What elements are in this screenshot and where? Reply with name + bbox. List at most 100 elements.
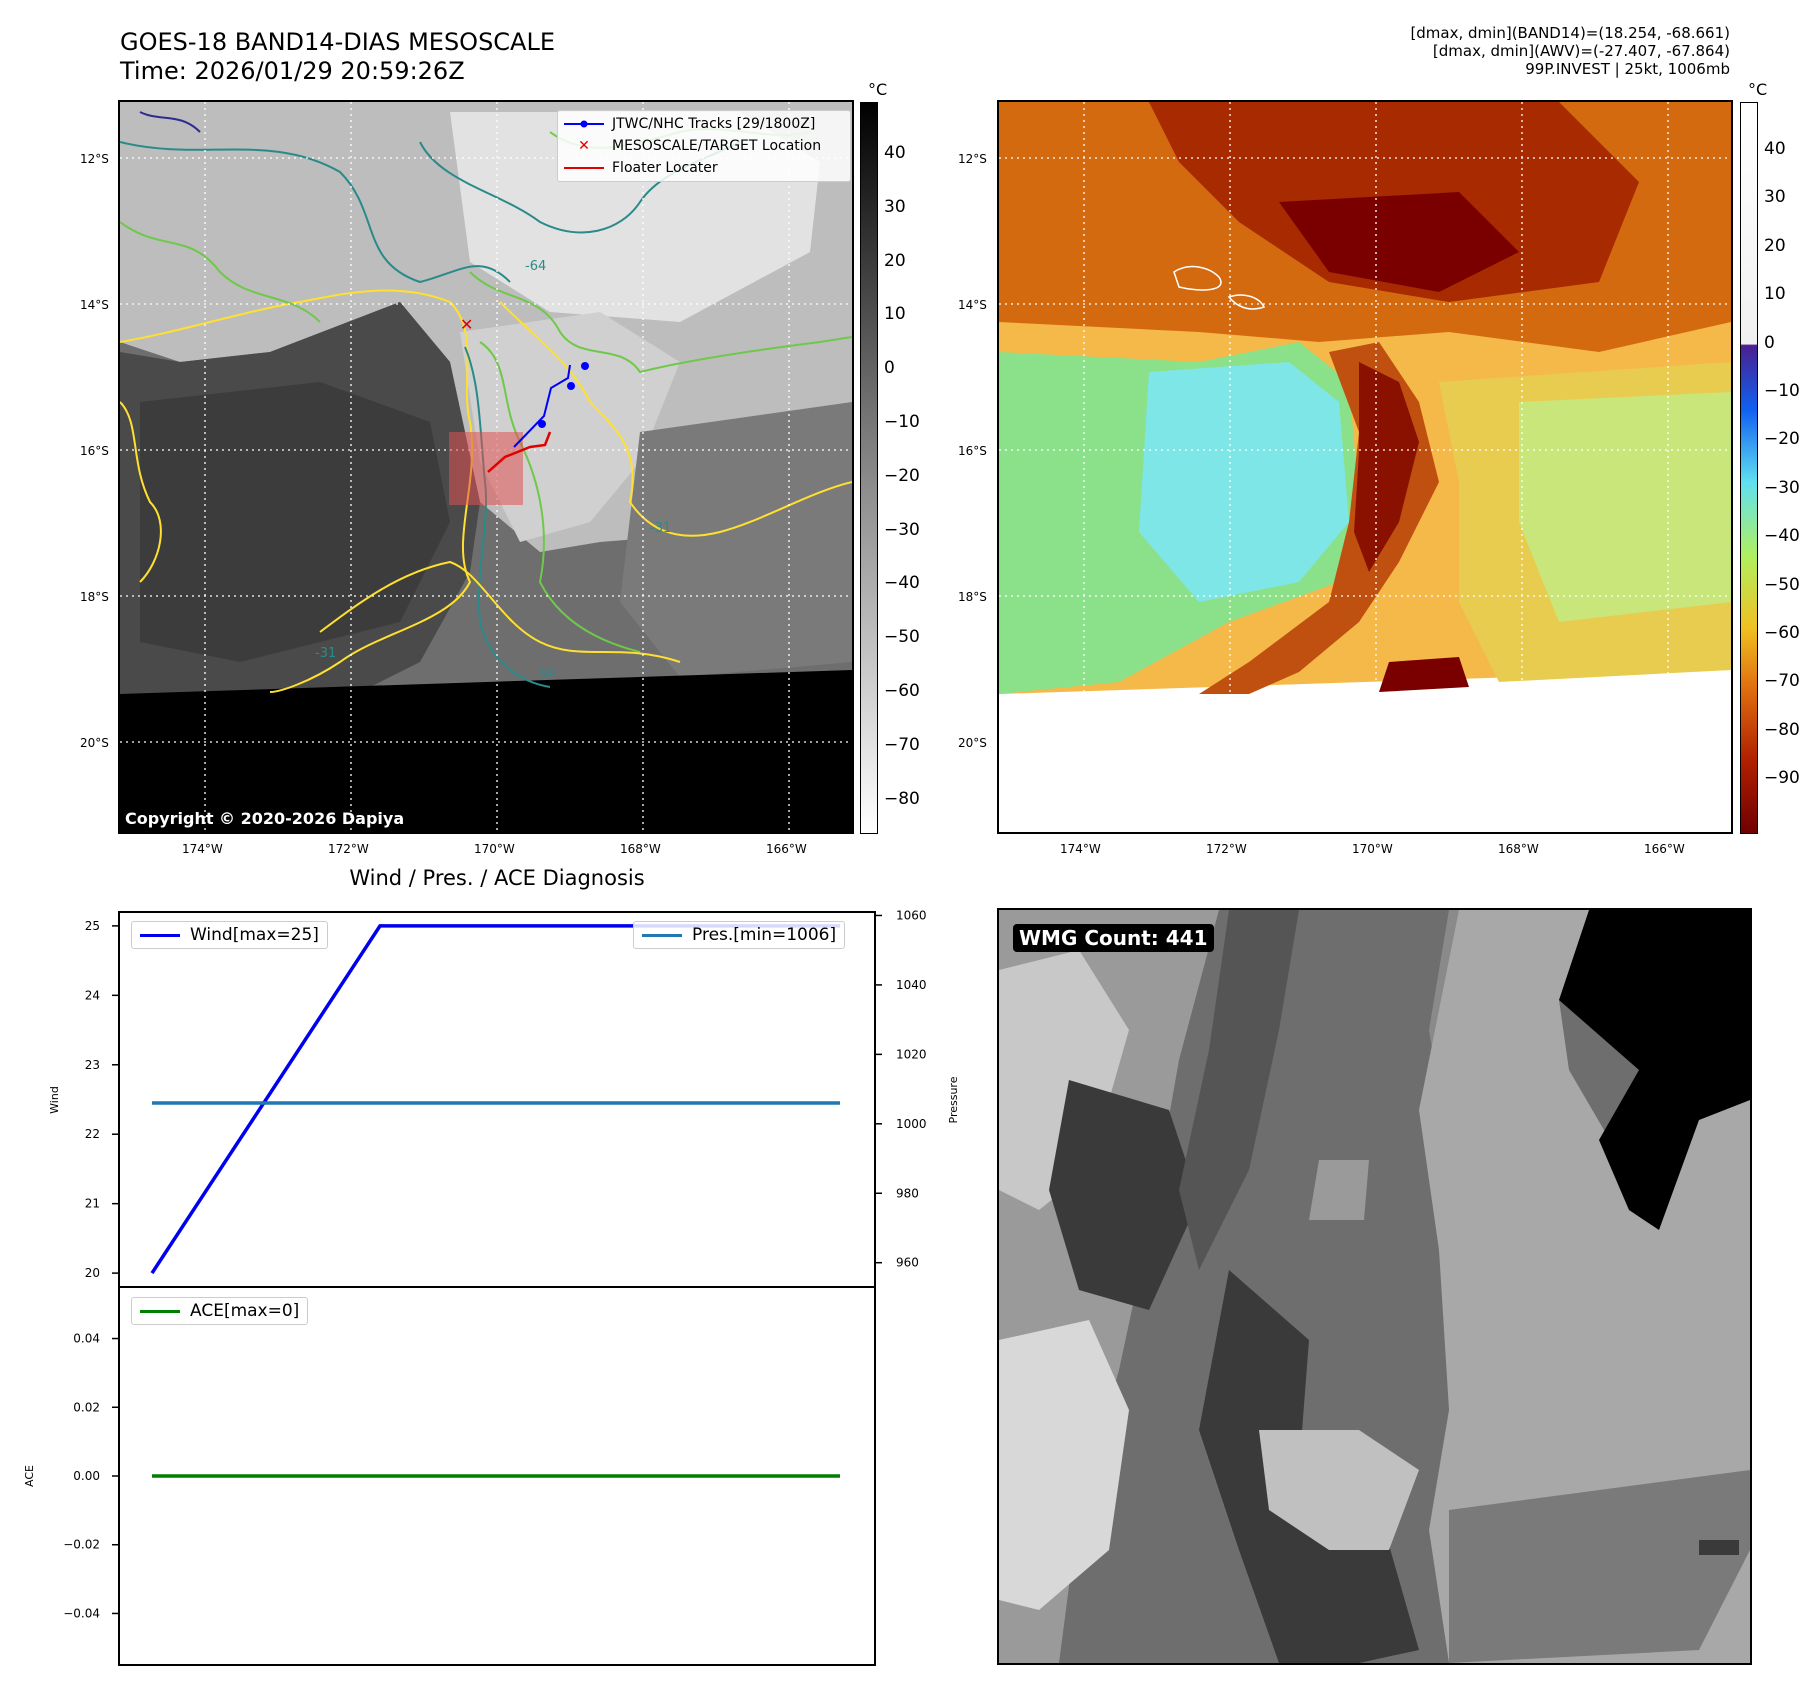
band14-map-canvas: -64 -31 -31 -64 ✕	[120, 102, 852, 832]
lon-label: 174°W	[1060, 842, 1101, 856]
legend-item-pressure: Pres.[min=1006]	[642, 924, 836, 946]
floater-locater-line	[487, 431, 552, 473]
colorbar-tick-label: −70	[884, 734, 920, 755]
pressure-tick-label: 960	[896, 1256, 919, 1270]
colorbar-tick-label: 30	[1764, 187, 1786, 208]
ace-tick-label: 0.00	[73, 1469, 100, 1483]
awv-map-panel	[997, 100, 1733, 834]
pressure-tick-label: 1060	[896, 908, 927, 922]
band14-map-panel: -64 -31 -31 -64 ✕	[118, 100, 854, 834]
colorbar-tick-label: 40	[884, 143, 906, 163]
ace-tick-label: 0.04	[73, 1332, 100, 1346]
colorbar-tick-label: −30	[884, 519, 920, 540]
lon-label: 168°W	[1498, 842, 1539, 856]
colorbar-tick-label: −30	[1764, 477, 1800, 498]
figure-title-line1: GOES-18 BAND14-DIAS MESOSCALE	[120, 28, 556, 56]
map-legend: JTWC/NHC Tracks [29/1800Z] ✕ MESOSCALE/T…	[557, 110, 851, 182]
target-legend-icon: ✕	[578, 138, 590, 154]
colorbar-tick-label: 20	[1764, 235, 1786, 256]
colorbar-tick-label: −50	[1764, 574, 1800, 595]
pressure-axis-title: Pressure	[947, 1076, 960, 1123]
colorbar-tick-label: −90	[1764, 768, 1800, 789]
colorbar-left	[860, 102, 878, 834]
wmg-canvas	[999, 910, 1750, 1663]
colorbar-tick-label: −40	[1764, 526, 1800, 547]
pressure-tick-label: 1020	[896, 1047, 927, 1061]
wind-tick-label: 25	[85, 919, 100, 933]
storm-track-line	[513, 364, 571, 448]
colorbar-tick-label: 0	[884, 358, 895, 379]
lat-label: 18°S	[958, 590, 987, 604]
colorbar-tick-label: −80	[1764, 719, 1800, 740]
colorbar-right	[1740, 102, 1758, 834]
colorbar-tick-label: −10	[884, 412, 920, 432]
colorbar-tick-label: −50	[884, 627, 920, 648]
colorbar-tick-label: 30	[884, 196, 906, 217]
wind-tick-label: 20	[85, 1266, 100, 1280]
ace-chart: 0.04 0.02 0.00 −0.02 −0.04	[63, 1332, 840, 1620]
wind-tick-label: 23	[85, 1058, 100, 1072]
lon-label: 170°W	[1352, 842, 1393, 856]
colorbar-tick-label: 0	[1764, 332, 1775, 353]
colorbar-tick-label: 10	[1764, 284, 1786, 305]
wind-legend: Wind[max=25]	[131, 921, 328, 949]
lon-label: 172°W	[328, 842, 369, 856]
colorbar-tick-label: −40	[884, 573, 920, 594]
pressure-tick-label: 980	[896, 1186, 919, 1200]
legend-item-wind: Wind[max=25]	[140, 924, 319, 946]
legend-label-wind: Wind[max=25]	[190, 925, 319, 945]
lon-label: 166°W	[766, 842, 807, 856]
pressure-legend-swatch	[642, 933, 682, 937]
lon-label: 172°W	[1206, 842, 1247, 856]
wmg-panel: WMG Count: 441	[997, 908, 1752, 1665]
legend-label-pressure: Pres.[min=1006]	[692, 925, 837, 945]
lat-label: 14°S	[80, 298, 109, 312]
lat-label: 12°S	[958, 152, 987, 166]
stats-line-band14: [dmax, dmin](BAND14)=(18.254, -68.661)	[1410, 24, 1730, 42]
pressure-tick-label: 1000	[896, 1117, 927, 1131]
wind-tick-label: 24	[85, 988, 100, 1002]
legend-label-tracks: JTWC/NHC Tracks [29/1800Z]	[612, 116, 816, 132]
stats-line-storm: 99P.INVEST | 25kt, 1006mb	[1525, 60, 1730, 78]
legend-label-target: MESOSCALE/TARGET Location	[612, 138, 822, 154]
contour-label: -31	[315, 646, 336, 661]
colorbar-tick-label: −70	[1764, 671, 1800, 692]
lon-label: 168°W	[620, 842, 661, 856]
colorbar-tick-label: −20	[884, 465, 920, 486]
track-legend-icon	[564, 120, 604, 128]
legend-item-target: ✕ MESOSCALE/TARGET Location	[564, 135, 844, 157]
legend-label-floater: Floater Locater	[612, 160, 718, 176]
legend-item-ace: ACE[max=0]	[140, 1300, 299, 1322]
colorbar-tick-label: 10	[884, 304, 906, 325]
floater-legend-icon	[564, 167, 604, 169]
colorbar-tick-label: 40	[1764, 139, 1786, 159]
colorbar-tick-label: −60	[884, 681, 920, 701]
colorbar-tick-label: −60	[1764, 623, 1800, 643]
ace-legend: ACE[max=0]	[131, 1297, 309, 1325]
wind-legend-swatch	[140, 933, 180, 937]
ace-tick-label: −0.04	[63, 1606, 100, 1620]
lat-label: 16°S	[80, 444, 109, 458]
lat-label: 12°S	[80, 152, 109, 166]
contour-label: -31	[650, 521, 671, 536]
legend-item-floater: Floater Locater	[564, 157, 844, 179]
wind-pressure-axes	[118, 911, 876, 1288]
legend-item-tracks: JTWC/NHC Tracks [29/1800Z]	[564, 113, 844, 135]
stats-header: [dmax, dmin](BAND14)=(18.254, -68.661) […	[1130, 24, 1730, 78]
legend-label-ace: ACE[max=0]	[190, 1301, 300, 1321]
lon-label: 174°W	[182, 842, 223, 856]
colorbar-tick-label: −10	[1764, 381, 1800, 401]
pressure-tick-label: 1040	[896, 978, 927, 992]
colorbar-tick-label: −20	[1764, 429, 1800, 450]
lat-label: 16°S	[958, 444, 987, 458]
stats-line-awv: [dmax, dmin](AWV)=(-27.407, -67.864)	[1432, 42, 1730, 60]
ace-legend-swatch	[140, 1309, 180, 1313]
lat-label: 14°S	[958, 298, 987, 312]
ace-tick-label: 0.02	[73, 1400, 100, 1414]
lat-label: 20°S	[80, 736, 109, 750]
target-location-marker: ✕	[460, 315, 473, 334]
wind-pressure-chart: 20 21 22 23 24 25 960 980 1000 1020 1040 1060	[85, 908, 927, 1280]
contour-label: -64	[525, 259, 546, 274]
diagnosis-title: Wind / Pres. / ACE Diagnosis	[349, 866, 645, 890]
